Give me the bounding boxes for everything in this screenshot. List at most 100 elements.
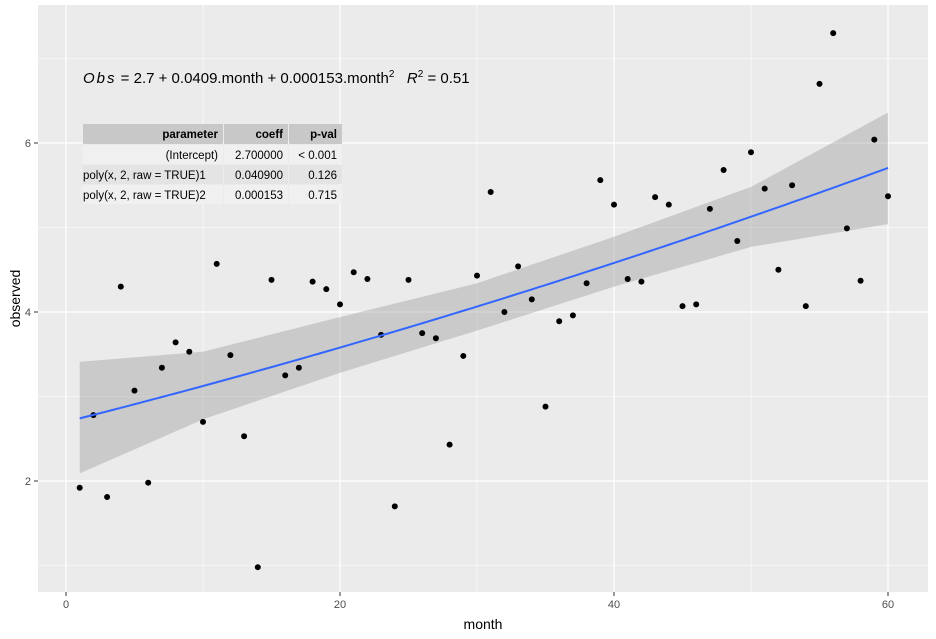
data-point — [145, 479, 152, 486]
table-header: p-val — [310, 129, 337, 141]
data-point — [282, 372, 289, 379]
table-header-bg — [83, 124, 223, 144]
data-point — [405, 276, 412, 283]
data-point — [487, 189, 494, 196]
table-cell: (Intercept) — [166, 150, 219, 162]
data-point — [131, 387, 138, 394]
data-point — [789, 182, 796, 189]
table-cell-bg — [224, 165, 288, 184]
data-point — [474, 272, 480, 279]
data-point — [857, 277, 864, 284]
data-point — [638, 278, 645, 285]
table-cell-bg — [289, 165, 342, 184]
data-point — [802, 303, 809, 310]
data-point — [761, 185, 768, 192]
data-point — [528, 296, 535, 303]
table-header: parameter — [162, 129, 218, 141]
table-cell-bg — [83, 165, 223, 184]
data-point — [720, 167, 727, 174]
equation-rhs: = 2.7 + 0.0409.month + 0.000153.month — [117, 70, 389, 87]
table-header-bg — [289, 124, 342, 144]
data-point — [391, 503, 398, 510]
data-point — [665, 201, 672, 208]
fit-line — [79, 167, 889, 420]
data-point — [597, 177, 604, 184]
table-cell-bg — [83, 185, 223, 204]
data-point — [76, 484, 83, 491]
data-point — [515, 263, 522, 270]
table-cell-bg — [289, 145, 342, 164]
data-point — [309, 278, 316, 285]
data-point — [734, 238, 741, 245]
data-point — [501, 309, 508, 315]
y-tick-label: 6 — [25, 138, 31, 150]
plot-panel — [38, 5, 928, 592]
data-point — [583, 280, 590, 287]
equation-label: Obs = 2.7 + 0.0409.month + 0.000153.mont… — [83, 69, 470, 87]
data-point — [775, 266, 782, 273]
table-cell-bg — [83, 145, 223, 164]
data-point — [556, 318, 563, 325]
data-point — [569, 312, 576, 319]
table-cell: 0.000153 — [235, 190, 283, 202]
r2-label: R — [407, 70, 418, 87]
x-tick-label: 0 — [63, 599, 69, 611]
data-point — [200, 418, 206, 425]
x-tick-label: 40 — [608, 599, 620, 611]
r2-sup: 2 — [418, 69, 424, 80]
x-tick-label: 20 — [334, 599, 346, 611]
data-point — [611, 201, 617, 208]
table-header-bg — [224, 124, 288, 144]
data-point — [172, 339, 179, 346]
y-axis-label: observed — [7, 270, 23, 328]
data-point — [460, 352, 467, 359]
data-point — [679, 303, 686, 310]
r2-value: = 0.51 — [423, 70, 469, 87]
data-point — [830, 30, 837, 37]
data-point — [432, 335, 439, 342]
data-point — [350, 269, 357, 276]
y-tick-label: 4 — [25, 307, 31, 319]
data-point — [885, 193, 891, 200]
data-point — [337, 301, 343, 308]
data-point — [227, 352, 234, 359]
data-point — [693, 301, 700, 308]
data-point — [323, 286, 330, 293]
data-point — [213, 260, 220, 267]
y-tick-label: 2 — [25, 476, 31, 488]
table-cell-bg — [224, 185, 288, 204]
equation-sup: 2 — [389, 69, 395, 80]
table-cell: 0.715 — [308, 190, 337, 202]
data-point — [241, 433, 248, 440]
data-point — [843, 225, 850, 232]
table-cell-bg — [289, 185, 342, 204]
data-point — [364, 276, 371, 283]
data-point — [446, 441, 453, 448]
table-cell: 0.040900 — [235, 170, 283, 182]
data-point — [186, 348, 193, 355]
table-cell: poly(x, 2, raw = TRUE)1 — [83, 170, 206, 182]
table-header: coeff — [256, 129, 284, 141]
x-tick-label: 60 — [882, 599, 894, 611]
data-point — [104, 494, 111, 501]
equation-lhs: Obs — [83, 70, 117, 87]
data-point — [542, 403, 549, 410]
data-point — [748, 149, 754, 156]
data-point — [158, 364, 165, 371]
data-point — [871, 136, 878, 143]
data-point — [254, 564, 261, 571]
confidence-band — [79, 112, 888, 474]
data-point — [706, 205, 713, 212]
table-cell: 0.126 — [308, 170, 337, 182]
table-cell: < 0.001 — [298, 150, 337, 162]
data-point — [295, 364, 302, 371]
data-point — [624, 276, 631, 283]
data-point — [816, 80, 823, 87]
table-cell-bg — [224, 145, 288, 164]
data-point — [419, 330, 426, 337]
x-axis-label: month — [464, 616, 503, 632]
data-point — [268, 276, 275, 283]
equation-space — [394, 70, 407, 87]
table-cell: poly(x, 2, raw = TRUE)2 — [83, 190, 206, 202]
